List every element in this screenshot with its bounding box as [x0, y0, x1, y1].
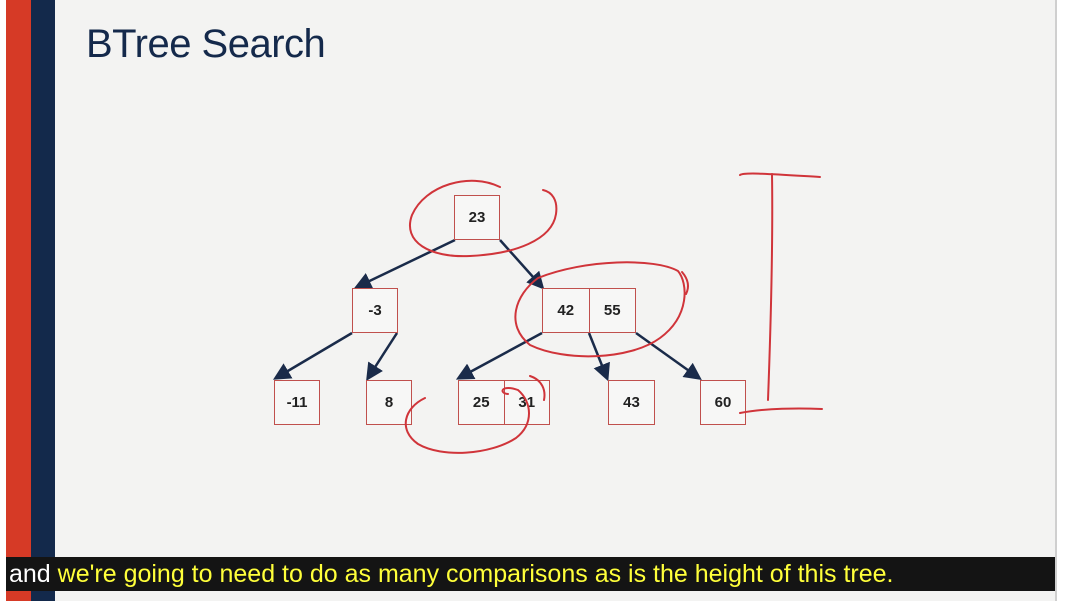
- node-key: 42: [557, 302, 575, 319]
- ink-circle-42-55: [514, 261, 686, 358]
- node-key: 8: [384, 394, 394, 411]
- video-caption: and we're going to need to do as many co…: [6, 557, 1055, 591]
- caption-highlighted-text: we're going to need to do as many compar…: [50, 560, 894, 588]
- slide-title: BTree Search: [86, 22, 326, 66]
- node-key: 43: [623, 394, 640, 411]
- node-key: 25: [472, 394, 490, 411]
- tree-leaf-8: 8: [366, 380, 412, 425]
- edge-root-to-minus3: [353, 238, 456, 289]
- ink-height-bottom: [739, 407, 823, 414]
- tree-leaf-43: 43: [608, 380, 655, 425]
- edge-minus3-to-minus11: [272, 331, 353, 380]
- edge-42-to-25-31: [455, 331, 543, 380]
- ink-height-top: [739, 172, 821, 178]
- tree-leaf-60: 60: [700, 380, 746, 425]
- tree-leaf-minus11: -11: [274, 380, 320, 425]
- edge-minus3-to-8: [366, 332, 399, 381]
- node-key: -3: [368, 302, 382, 319]
- tree-leaf-25-31: 25 31: [458, 380, 550, 425]
- node-key: -11: [286, 394, 308, 411]
- ink-circle-25-31: [404, 386, 530, 454]
- ink-circle-tick: [681, 271, 690, 295]
- caption-plain-text: and: [9, 560, 51, 588]
- slide-right-edge: [1055, 0, 1057, 601]
- slide-accent-bar-navy: [31, 0, 55, 601]
- tree-node-minus3: -3: [352, 288, 398, 333]
- tree-node-42-55: 42 55: [542, 288, 636, 333]
- node-key: 55: [588, 289, 636, 332]
- node-key: 23: [468, 209, 486, 226]
- edge-55-to-60: [635, 331, 702, 381]
- ink-height-vertical: [767, 173, 774, 401]
- ink-circle-25-31-tail: [529, 375, 546, 401]
- ink-circle-root: [409, 179, 558, 258]
- slide-accent-bar-red: [6, 0, 31, 601]
- node-key: 60: [714, 394, 732, 411]
- tree-node-root: 23: [454, 195, 500, 240]
